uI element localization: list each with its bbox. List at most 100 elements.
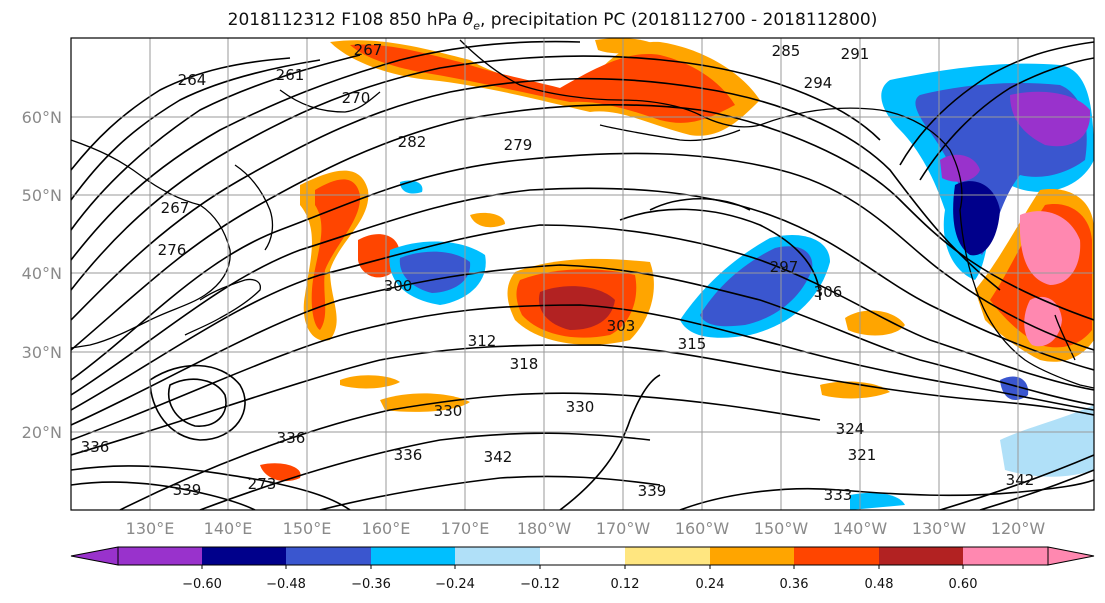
contour-label: 273: [248, 475, 277, 493]
colorbar-segment: [540, 547, 625, 565]
precip-orange-small-3: [340, 375, 400, 389]
contour-label: 336: [394, 446, 423, 464]
lon-tick-label: 170°W: [596, 519, 651, 538]
contour-label: 267: [161, 199, 190, 217]
lon-tick-label: 160°W: [675, 519, 730, 538]
colorbar: [70, 546, 1095, 566]
precip-orange-small-4: [820, 381, 890, 399]
map-title: 2018112312 F108 850 hPa θe, precipitatio…: [0, 10, 1105, 32]
colorbar-tick-label: −0.36: [351, 577, 391, 592]
contour-line: [199, 432, 651, 510]
coastline-japan: [184, 278, 261, 336]
precip-purple-ne-2: [940, 154, 980, 182]
colorbar-segment: [286, 547, 371, 565]
contour-label: 270: [342, 89, 371, 107]
contour-label: 294: [804, 74, 833, 92]
colorbar-tick-labels: −0.60 −0.48 −0.36 −0.24 −0.12 0.12 0.24 0.36 0.4…: [182, 565, 977, 592]
colorbar-segment: [710, 547, 794, 565]
contour-label: 324: [836, 420, 865, 438]
contour-line: [119, 392, 821, 510]
lat-tick-label: 60°N: [22, 108, 62, 127]
precip-lightblue-se: [1000, 405, 1094, 477]
lat-tick-label: 50°N: [22, 186, 62, 205]
colorbar-tick-label: 0.12: [611, 577, 640, 592]
contour-label: 264: [178, 71, 207, 89]
contour-line: [71, 152, 1094, 381]
contour-line: [939, 454, 1094, 510]
lon-tick-label: 150°W: [754, 519, 809, 538]
precip-orange-small-5: [595, 38, 660, 54]
contour-line: [679, 479, 1094, 510]
contour-line: [71, 104, 1094, 351]
contour-label: 336: [81, 438, 110, 456]
colorbar-tick-label: −0.12: [520, 577, 560, 592]
contour-line: [559, 374, 661, 510]
precip-darkred-central: [538, 286, 615, 330]
lon-tick-label: 130°W: [912, 519, 967, 538]
coastline-sakhalin: [234, 164, 274, 251]
colorbar-segment: [963, 547, 1048, 565]
precip-red-small-1: [260, 463, 301, 482]
lon-tick-label: 180°W: [517, 519, 572, 538]
contour-label: 342: [484, 448, 513, 466]
map-plot-area: 264 261 267 276 282 279 285 291 294 297 300 306 303 3…: [71, 38, 1094, 510]
colorbar-tick-label: 0.24: [696, 577, 725, 592]
contour-label: 333: [824, 486, 853, 504]
contour-label: 339: [638, 482, 667, 500]
precip-navy-ne: [953, 181, 1000, 256]
gridlines: [71, 38, 1094, 510]
coastline-aleutians: [599, 124, 741, 142]
contour-label: 321: [848, 446, 877, 464]
contour-label: 312: [468, 332, 497, 350]
precip-red-japan-2: [358, 234, 400, 278]
lon-tick-label: 160°E: [362, 519, 411, 538]
colorbar-segment: [625, 547, 710, 565]
title-suffix: , precipitation PC (2018112700 - 2018112…: [479, 10, 878, 30]
coastline-asia: [71, 139, 231, 349]
latitude-tick-labels: 60°N 50°N 40°N 30°N 20°N: [22, 108, 62, 442]
contour-label: 276: [158, 241, 187, 259]
colorbar-tick-label: 0.60: [949, 577, 978, 592]
lat-tick-label: 20°N: [22, 423, 62, 442]
contour-line: [899, 41, 1094, 166]
contour-label: 336: [277, 429, 306, 447]
contour-label: 330: [434, 402, 463, 420]
coastline-okhotsk: [279, 89, 381, 113]
colorbar-tick-label: −0.24: [435, 577, 475, 592]
contour-label: 261: [276, 66, 305, 84]
contour-line: [71, 264, 1094, 426]
lon-tick-label: 130°E: [126, 519, 175, 538]
contour-line: [979, 469, 1094, 510]
colorbar-tick-label: −0.60: [182, 577, 222, 592]
lat-tick-label: 30°N: [22, 343, 62, 362]
contour-line: [71, 481, 256, 510]
contour-label: 282: [398, 133, 427, 151]
contour-line: [71, 55, 881, 291]
contour-label: 339: [173, 481, 202, 499]
contour-line: [71, 344, 1094, 456]
contour-label: 267: [354, 41, 383, 59]
colorbar-segment: [118, 547, 202, 565]
lon-tick-label: 170°E: [441, 519, 490, 538]
contour-line: [168, 378, 227, 427]
longitude-tick-labels: 130°E 140°E 150°E 160°E 170°E 180°W 170°W 160°W…: [126, 519, 1046, 538]
contour-label: 297: [770, 258, 799, 276]
precip-purple-ne: [1010, 91, 1091, 147]
precip-cyan-small-2: [850, 492, 905, 510]
contour-label: 291: [841, 45, 870, 63]
lon-tick-label: 140°W: [833, 519, 888, 538]
contour-label: 318: [510, 355, 539, 373]
contour-line: [149, 364, 246, 441]
lat-tick-label: 40°N: [22, 264, 62, 283]
contour-label: 342: [1006, 471, 1035, 489]
contour-line: [71, 59, 321, 201]
contour-label: 306: [814, 283, 843, 301]
colorbar-segment: [879, 547, 963, 565]
contour-line: [649, 198, 751, 211]
colorbar-segment: [371, 547, 455, 565]
precip-red-nw: [350, 44, 735, 123]
coastline-bering: [459, 39, 761, 128]
contour-label: 330: [566, 398, 595, 416]
colorbar-tick-label: 0.48: [865, 577, 894, 592]
contour-line: [71, 40, 581, 261]
